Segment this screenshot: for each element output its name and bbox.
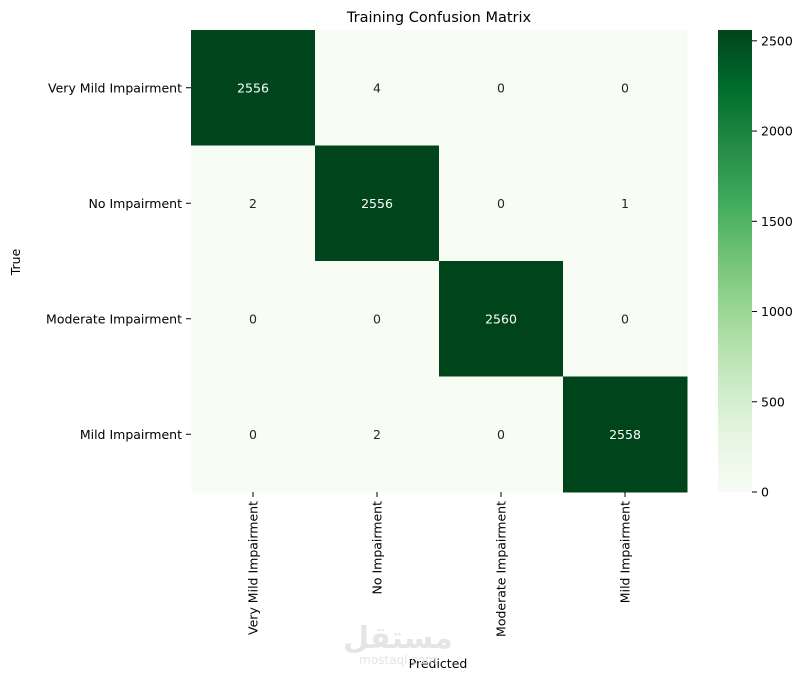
heatmap-cell: [191, 261, 316, 377]
colorbar-tick-label: 0: [761, 485, 769, 500]
heatmap-cell: [191, 30, 316, 146]
cell-value-label: 2556: [237, 80, 269, 95]
y-axis-ticks: Very Mild Impairment No Impairment Moderat…: [46, 80, 191, 442]
colorbar-tick-label: 2000: [761, 124, 793, 139]
heatmap-cell: [315, 145, 440, 262]
y-tick-label: No Impairment: [88, 196, 182, 211]
colorbar-ticks: 0 500 1000 1500 2000 2500: [752, 33, 793, 500]
colorbar-tick-label: 1500: [761, 214, 793, 229]
heatmap-cell: [439, 145, 564, 262]
y-tick-label: Very Mild Impairment: [48, 80, 182, 95]
chart-title: Training Confusion Matrix: [346, 10, 532, 26]
heatmap-cell: [563, 30, 688, 146]
heatmap-cell: [439, 261, 564, 377]
heatmap-grid: 2556 4 0 0 2 2556 0 1 0 0 2560 0 0 2 0 2558: [191, 30, 688, 493]
cell-value-label: 0: [373, 311, 381, 326]
x-tick-label: No Impairment: [370, 501, 385, 595]
colorbar-tick-label: 500: [761, 394, 785, 409]
colorbar-gradient: [718, 30, 752, 492]
x-tick-label: Moderate Impairment: [494, 501, 509, 637]
cell-value-label: 0: [497, 196, 505, 211]
x-tick-label: Mild Impairment: [618, 501, 633, 603]
cell-value-label: 2560: [485, 311, 517, 326]
heatmap-cell: [563, 261, 688, 377]
heatmap-cell: [315, 376, 440, 493]
cell-value-label: 4: [373, 80, 381, 95]
heatmap-cell: [439, 30, 564, 146]
cell-value-label: 2558: [609, 427, 641, 442]
cell-value-label: 2: [373, 427, 381, 442]
colorbar-tick-label: 2500: [761, 33, 793, 48]
heatmap-cell: [191, 376, 316, 493]
x-tick-label: Very Mild Impairment: [246, 501, 261, 635]
cell-value-label: 2556: [361, 196, 393, 211]
cell-value-label: 1: [621, 196, 629, 211]
cell-value-label: 0: [621, 80, 629, 95]
colorbar-tick-label: 1000: [761, 304, 793, 319]
watermark-logo: مستقل: [343, 621, 453, 656]
x-axis-label: Predicted: [409, 656, 468, 671]
y-tick-label: Mild Impairment: [80, 427, 182, 442]
cell-value-label: 2: [249, 196, 257, 211]
y-axis-label: True: [8, 248, 23, 276]
heatmap-cell: [315, 30, 440, 146]
heatmap-cell: [563, 145, 688, 262]
colorbar: 0 500 1000 1500 2000 2500: [718, 30, 793, 500]
cell-value-label: 0: [497, 80, 505, 95]
heatmap-cell: [191, 145, 316, 262]
cell-value-label: 0: [249, 427, 257, 442]
y-tick-label: Moderate Impairment: [46, 311, 182, 326]
cell-value-label: 0: [621, 311, 629, 326]
heatmap-cell: [315, 261, 440, 377]
cell-value-label: 0: [249, 311, 257, 326]
x-axis-ticks: Very Mild Impairment No Impairment Moderat…: [246, 492, 633, 637]
heatmap-cell: [563, 376, 688, 493]
watermark-domain: mostaql.com: [359, 653, 437, 667]
watermark: مستقل mostaql.com: [343, 621, 453, 667]
cell-value-label: 0: [497, 427, 505, 442]
heatmap-cell: [439, 376, 564, 493]
